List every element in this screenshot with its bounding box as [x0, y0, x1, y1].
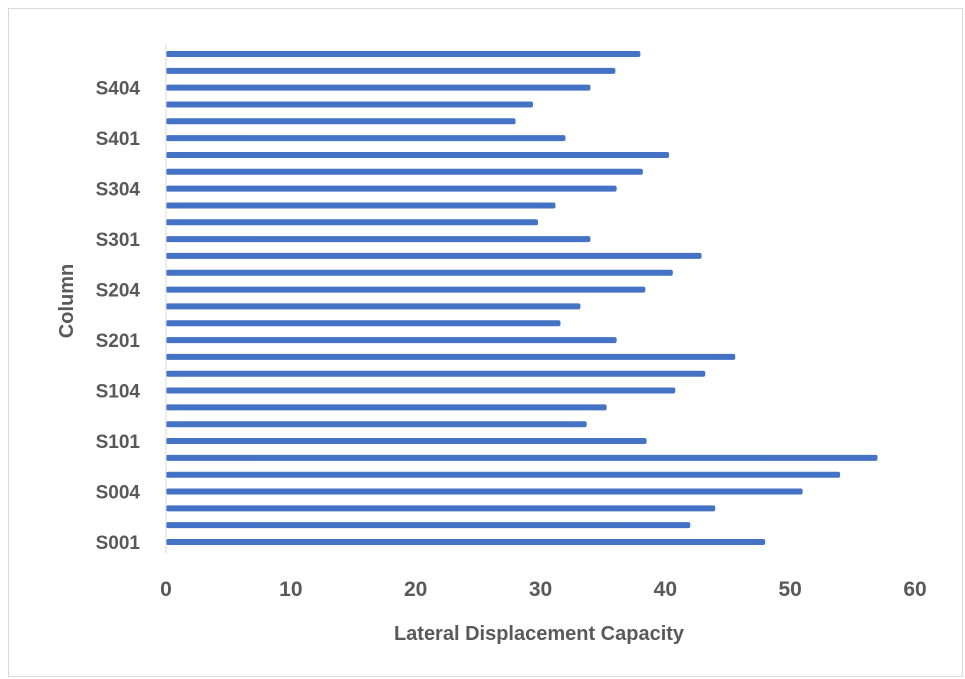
x-axis-ticks: 0 10 20 30 40 50 60: [160, 578, 927, 601]
bar-S203: [166, 303, 581, 310]
bar-S406: [166, 51, 641, 57]
bar-S306: [166, 151, 670, 158]
bar-S206: [166, 252, 702, 259]
x-tick-label: 20: [404, 578, 427, 601]
x-tick-label: 10: [279, 578, 302, 601]
bar-S003: [166, 505, 716, 512]
bar-series: [166, 51, 878, 545]
y-tick-label: S304: [96, 180, 141, 201]
x-tick-label: 60: [903, 578, 926, 601]
y-tick-label: S204: [96, 281, 141, 302]
x-tick-label: 0: [160, 578, 172, 601]
bar-S305: [166, 168, 643, 175]
y-tick-label: S101: [96, 432, 141, 453]
bar-S106: [166, 353, 736, 360]
bar-S403: [166, 101, 534, 108]
bar-S401: [166, 135, 566, 142]
bar-S001: [166, 539, 766, 545]
y-tick-label: S001: [96, 533, 141, 554]
bar-S002: [166, 522, 691, 529]
y-tick-label: S104: [96, 382, 141, 403]
y-tick-label: S301: [96, 230, 141, 251]
y-axis-ticks: S001 S004 S101 S104 S201 S204 S301 S304 S401 S404: [96, 79, 141, 554]
bar-S301: [166, 236, 591, 243]
y-tick-label: S004: [96, 483, 141, 504]
bar-S005: [166, 471, 841, 478]
bar-S004: [166, 488, 803, 495]
bar-S103: [166, 404, 607, 411]
x-tick-label: 40: [654, 578, 677, 601]
bar-S102: [166, 421, 587, 428]
bar-S105: [166, 370, 706, 377]
bar-S404: [166, 84, 591, 91]
bar-S101: [166, 438, 647, 445]
bar-S204: [166, 286, 646, 293]
x-axis-title: Lateral Displacement Capacity: [394, 623, 685, 645]
bar-S006: [166, 454, 878, 461]
y-tick-label: S401: [96, 129, 141, 150]
bar-S104: [166, 387, 676, 394]
y-axis-title: Column: [56, 264, 78, 338]
x-tick-label: 30: [529, 578, 552, 601]
bar-S304: [166, 185, 617, 192]
y-tick-label: S201: [96, 331, 141, 352]
x-tick-label: 50: [778, 578, 801, 601]
bar-S201: [166, 337, 617, 344]
bar-S303: [166, 202, 556, 209]
bar-S205: [166, 269, 673, 276]
y-tick-label: S404: [96, 79, 141, 100]
bar-S202: [166, 320, 561, 327]
bar-S302: [166, 219, 539, 226]
bar-S402: [166, 118, 516, 125]
bar-S405: [166, 67, 616, 74]
